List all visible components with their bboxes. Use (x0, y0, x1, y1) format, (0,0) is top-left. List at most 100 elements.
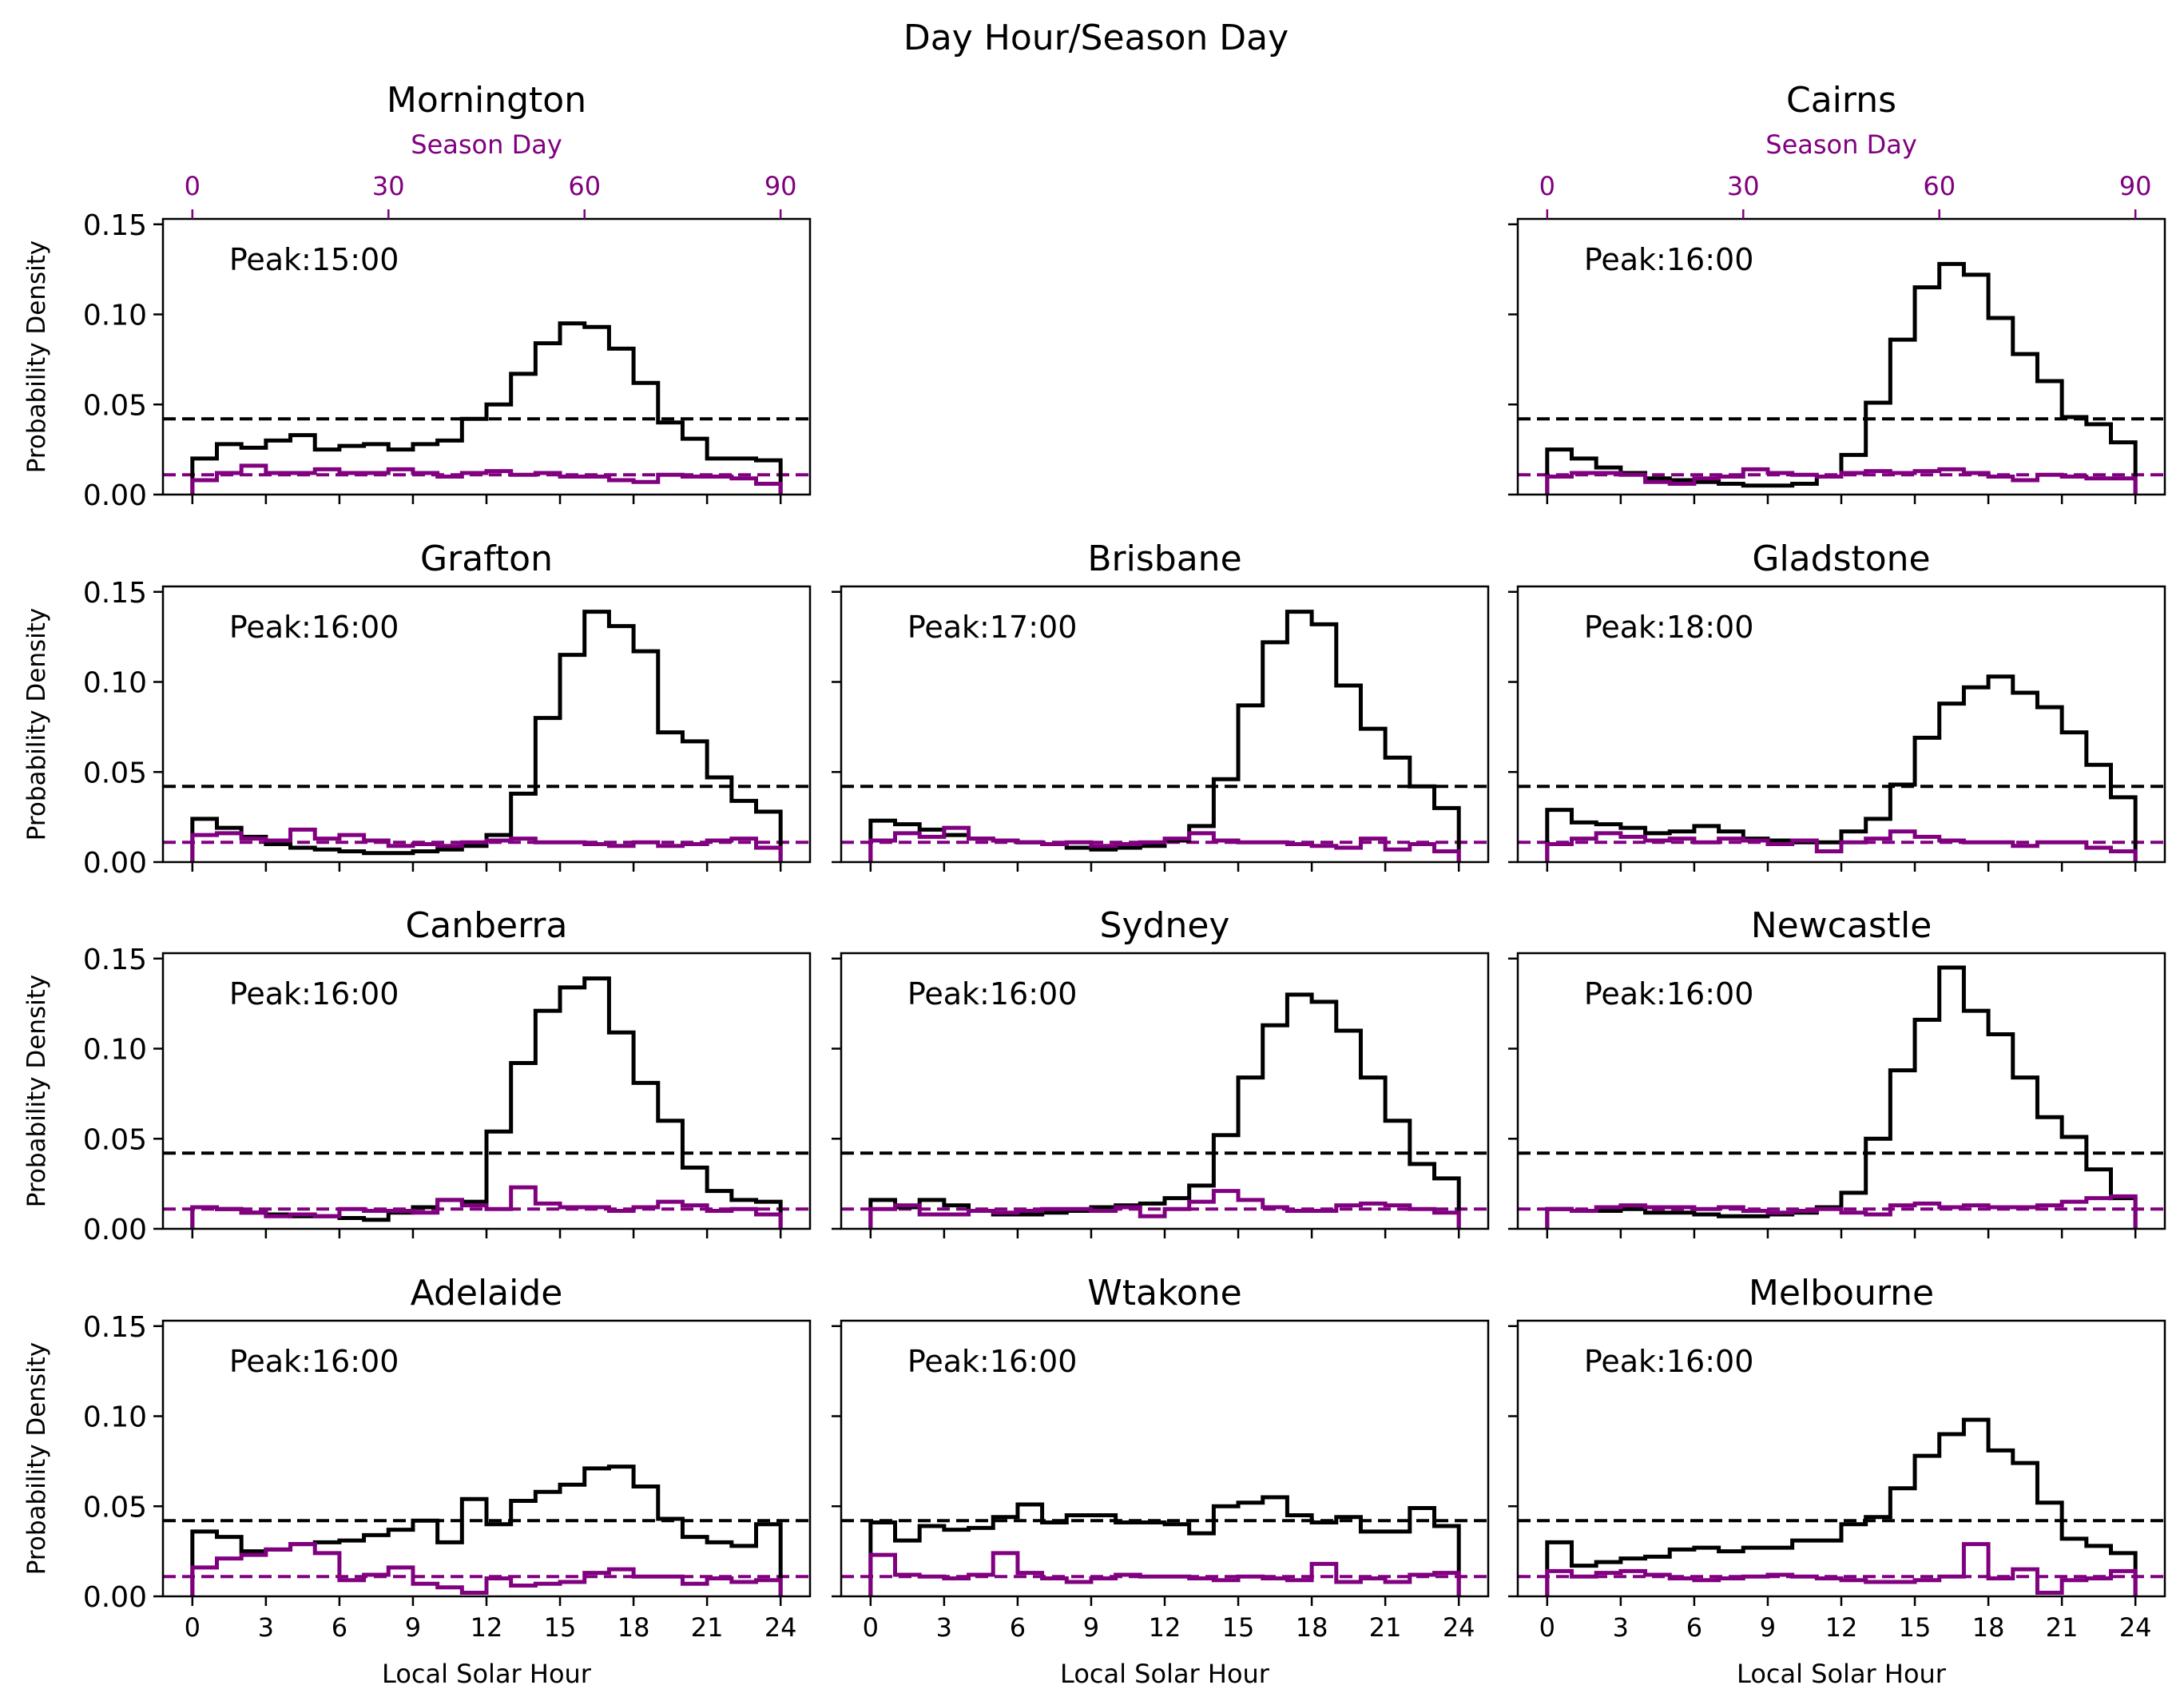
panel-title: Canberra (406, 905, 568, 946)
hour-histogram-series (1545, 674, 2138, 862)
hour-histogram-series (868, 992, 1461, 1229)
x-tick-label: 9 (405, 1612, 421, 1643)
season-histogram-series (1545, 1542, 2138, 1596)
x-axis-label: Local Solar Hour (1060, 1659, 1270, 1689)
season-histogram-series (190, 463, 783, 495)
y-tick-label: 0.10 (83, 1401, 147, 1434)
panel-title: Wtakone (1087, 1273, 1242, 1314)
season-histogram-series (868, 1551, 1461, 1596)
season-histogram-series (190, 1185, 783, 1229)
season-tick-label: 60 (568, 171, 601, 201)
y-tick-label: 0.15 (83, 944, 147, 976)
season-tick-label: 90 (764, 171, 797, 201)
y-tick-label: 0.00 (83, 1581, 147, 1614)
season-histogram-series (1545, 467, 2138, 495)
y-tick-label: 0.15 (83, 209, 147, 242)
panel-title: Gladstone (1752, 539, 1930, 579)
season-histogram-series (1545, 829, 2138, 862)
panel-wtakone: 0 3 6 9 12 15 18 21 24 Wtakone Peak:16:00 Local Sol… (832, 1273, 1490, 1689)
panel-title: Mornington (387, 80, 586, 121)
hour-histogram-series (190, 976, 783, 1229)
x-tick-label: 6 (1686, 1612, 1702, 1643)
x-axis-label: Local Solar Hour (382, 1659, 592, 1689)
peak-annotation: Peak:16:00 (907, 976, 1078, 1011)
y-tick-label: 0.05 (83, 389, 147, 422)
y-tick-label: 0.05 (83, 1123, 147, 1156)
season-histogram-series (868, 1189, 1461, 1229)
season-histogram-series (190, 827, 783, 862)
x-tick-label: 21 (1369, 1612, 1402, 1643)
season-tick-label: 30 (1727, 171, 1760, 201)
peak-annotation: Peak:16:00 (1584, 976, 1754, 1011)
panel-gladstone: Gladstone Peak:18:00 (1508, 539, 2166, 872)
y-tick-label: 0.05 (83, 757, 147, 789)
x-tick-label: 9 (1083, 1612, 1099, 1643)
x-tick-label: 18 (617, 1612, 650, 1643)
season-axis-label: Season Day (1765, 129, 1917, 160)
season-tick-label: 0 (185, 171, 201, 201)
season-tick-label: 60 (1923, 171, 1956, 201)
y-axis-label: Probability Density (22, 608, 51, 841)
panel-title: Grafton (420, 539, 553, 579)
x-axis-label: Local Solar Hour (1737, 1659, 1947, 1689)
season-tick-label: 0 (1539, 171, 1555, 201)
x-tick-label: 18 (1972, 1612, 2005, 1643)
y-tick-label: 0.10 (83, 300, 147, 332)
hour-histogram-series (1545, 1417, 2138, 1596)
y-axis-label: Probability Density (22, 1342, 51, 1576)
season-histogram-series (190, 1542, 783, 1596)
panel-title: Sydney (1100, 905, 1230, 946)
figure-title: Day Hour/Season Day (903, 18, 1289, 58)
x-tick-label: 18 (1296, 1612, 1328, 1643)
x-tick-label: 3 (1613, 1612, 1629, 1643)
panel-grafton: 0.00 0.05 0.10 0.15 Grafton Peak:16:00 Probabi… (22, 539, 812, 880)
y-tick-label: 0.00 (83, 847, 147, 880)
hour-histogram-series (1545, 965, 2138, 1229)
peak-annotation: Peak:15:00 (229, 242, 399, 277)
y-axis-label: Probability Density (22, 240, 51, 474)
x-tick-label: 24 (2119, 1612, 2152, 1643)
panel-brisbane: Brisbane Peak:17:00 (832, 539, 1490, 872)
peak-annotation: Peak:16:00 (907, 1344, 1078, 1379)
y-tick-label: 0.00 (83, 1214, 147, 1246)
y-tick-label: 0.15 (83, 577, 147, 610)
peak-annotation: Peak:16:00 (1584, 1344, 1754, 1379)
peak-annotation: Peak:18:00 (1584, 610, 1754, 645)
panel-adelaide: 0 3 6 9 12 15 18 21 24 0.00 0.05 0.10 0.15 Adelaide Pe… (22, 1273, 812, 1689)
y-tick-label: 0.05 (83, 1491, 147, 1524)
y-tick-label: 0.10 (83, 667, 147, 700)
hour-histogram-series (190, 321, 783, 495)
hour-histogram-series (1545, 261, 2138, 495)
hour-histogram-series (868, 610, 1461, 862)
x-tick-label: 0 (1539, 1612, 1555, 1643)
peak-annotation: Peak:16:00 (229, 1344, 399, 1379)
panel-melbourne: 0 3 6 9 12 15 18 21 24 Melbourne Peak:16:00 Local S… (1508, 1273, 2166, 1689)
x-tick-label: 15 (1222, 1612, 1255, 1643)
y-tick-label: 0.00 (83, 479, 147, 512)
y-tick-label: 0.10 (83, 1034, 147, 1067)
panel-title: Adelaide (411, 1273, 563, 1314)
panel-title: Brisbane (1087, 539, 1241, 579)
x-tick-label: 6 (1010, 1612, 1026, 1643)
panel-mornington: 0.00 0.05 0.10 0.15 Mornington Peak:15:00 Prob… (22, 80, 812, 512)
x-tick-label: 15 (544, 1612, 577, 1643)
hour-histogram-series (868, 1495, 1461, 1596)
season-tick-label: 30 (372, 171, 405, 201)
peak-annotation: Peak:16:00 (1584, 242, 1754, 277)
x-tick-label: 15 (1899, 1612, 1932, 1643)
hour-histogram-series (190, 610, 783, 862)
season-histogram-series (1545, 1194, 2138, 1229)
panel-newcastle: Newcastle Peak:16:00 (1508, 905, 2166, 1238)
peak-annotation: Peak:16:00 (229, 976, 399, 1011)
x-tick-label: 3 (258, 1612, 274, 1643)
peak-annotation: Peak:16:00 (229, 610, 399, 645)
season-tick-label: 90 (2119, 171, 2152, 201)
x-tick-label: 3 (936, 1612, 952, 1643)
season-axis-label: Season Day (411, 129, 562, 160)
panel-title: Cairns (1786, 80, 1896, 121)
panel-title: Melbourne (1749, 1273, 1934, 1314)
x-tick-label: 0 (185, 1612, 201, 1643)
panel-sydney: Sydney Peak:16:00 (832, 905, 1490, 1238)
